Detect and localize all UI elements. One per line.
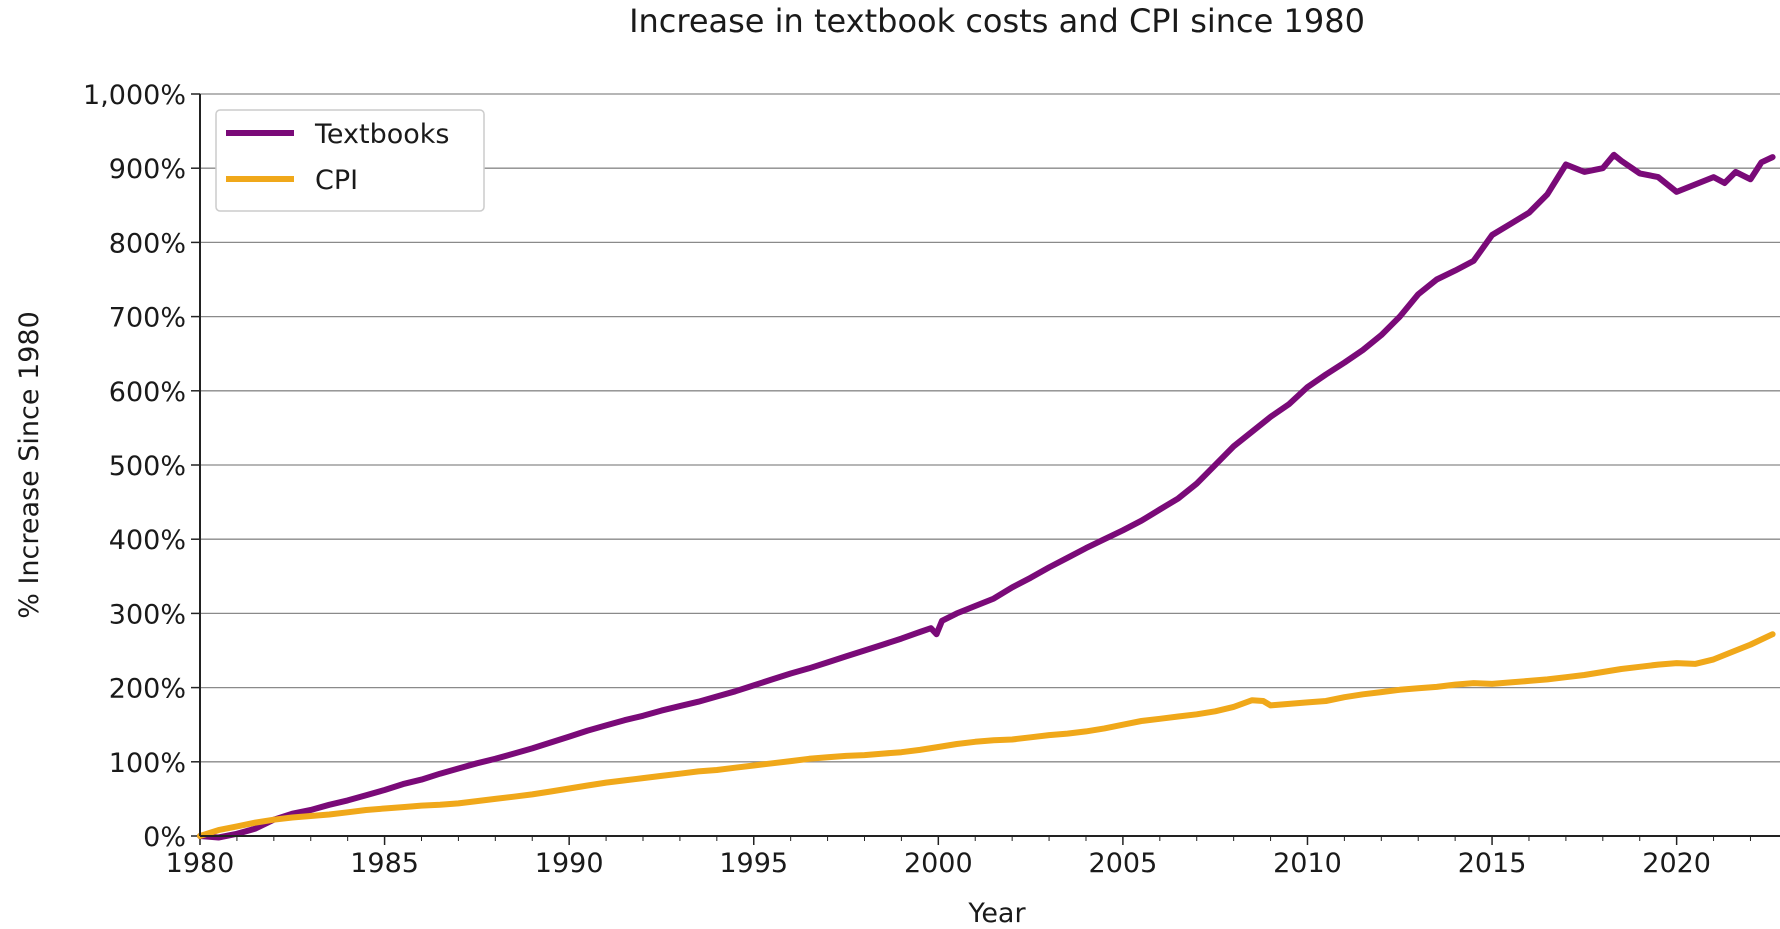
y-tick-label: 200% <box>109 674 186 705</box>
y-tick-label: 800% <box>109 228 186 259</box>
y-tick-label: 0% <box>143 822 186 853</box>
chart-title: Increase in textbook costs and CPI since… <box>629 2 1365 40</box>
series-line-textbooks <box>197 151 1776 841</box>
y-axis-label: % Increase Since 1980 <box>14 311 45 619</box>
y-tick-label: 300% <box>109 599 186 630</box>
gridlines <box>200 93 1780 763</box>
legend: Textbooks CPI <box>215 109 485 212</box>
plot-lines <box>197 151 1776 841</box>
series-line-cpi <box>197 631 1776 839</box>
x-tick-label: 2010 <box>1273 848 1342 879</box>
y-tick-label: 700% <box>109 303 186 334</box>
x-tick-label: 2020 <box>1642 848 1711 879</box>
x-tick-label: 1990 <box>535 848 604 879</box>
legend-label-textbooks: Textbooks <box>314 119 450 150</box>
x-tick-label: 1985 <box>350 848 419 879</box>
x-tick-label: 1995 <box>719 848 788 879</box>
x-tick-label: 2000 <box>904 848 973 879</box>
y-tick-label: 900% <box>109 154 186 185</box>
y-tick-label: 400% <box>109 525 186 556</box>
y-tick-label: 100% <box>109 748 186 779</box>
legend-label-cpi: CPI <box>315 165 358 196</box>
y-tick-label: 600% <box>109 377 186 408</box>
x-tick-label: 1980 <box>166 848 235 879</box>
x-axis-ticks: 1980 1985 1990 1995 2000 2005 2010 2015 2020 <box>166 836 1751 879</box>
x-tick-label: 2005 <box>1089 848 1158 879</box>
y-tick-label: 1,000% <box>83 80 186 111</box>
y-axis-ticks: 0% 100% 200% 300% 400% 500% 600% 700% 800% 900% 1,… <box>83 80 200 853</box>
x-tick-label: 2015 <box>1458 848 1527 879</box>
x-axis-label: Year <box>967 898 1026 929</box>
y-tick-label: 500% <box>109 451 186 482</box>
